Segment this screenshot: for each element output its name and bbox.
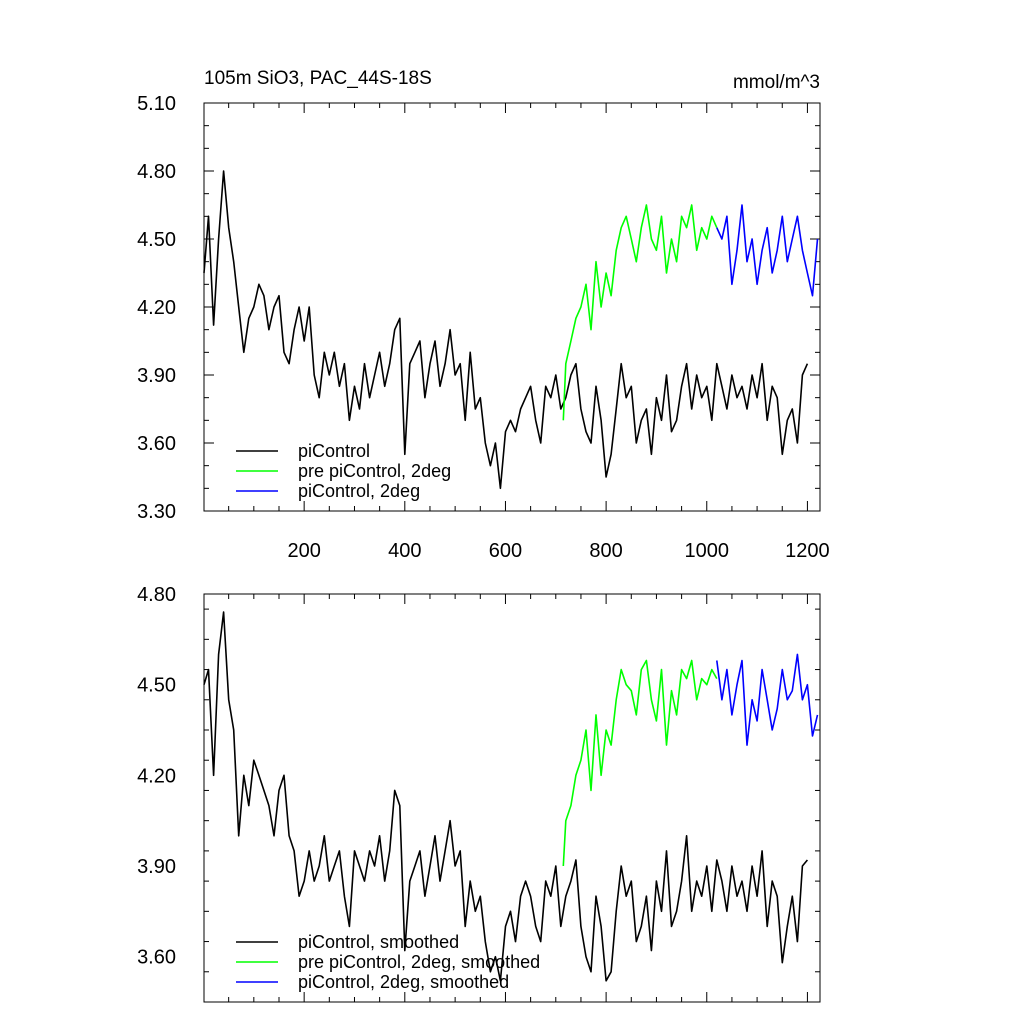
y-tick-label: 3.90: [137, 856, 176, 878]
y-tick-label: 4.20: [137, 297, 176, 319]
legend-label: pre piControl, 2deg: [298, 461, 451, 481]
chart-title: 105m SiO3, PAC_44S-18S: [204, 68, 432, 89]
y-tick-label: 3.30: [137, 501, 176, 523]
units-label: mmol/m^3: [733, 72, 820, 93]
legend-label: piControl: [298, 441, 370, 461]
legend-label: piControl, 2deg, smoothed: [298, 972, 509, 992]
plot-frame: [203, 593, 821, 1003]
plot-frame: [203, 102, 821, 512]
y-tick-label: 4.50: [137, 229, 176, 251]
y-tick-label: 3.60: [137, 433, 176, 455]
y-tick-label: 4.20: [137, 765, 176, 787]
series-line: [203, 170, 809, 490]
legend-label: piControl, 2deg: [298, 481, 420, 501]
series-line: [716, 204, 819, 297]
y-tick-label: 3.90: [137, 365, 176, 387]
series-line: [716, 653, 819, 746]
y-tick-label: 4.80: [137, 161, 176, 183]
x-tick-label: 1000: [685, 540, 730, 562]
series-line: [203, 611, 809, 982]
legend-label: piControl, smoothed: [298, 932, 459, 952]
x-tick-label: 400: [388, 540, 421, 562]
y-tick-label: 5.10: [137, 93, 176, 115]
series-line: [562, 659, 718, 867]
y-tick-label: 3.60: [137, 947, 176, 969]
y-tick-label: 4.80: [137, 584, 176, 606]
x-tick-label: 200: [287, 540, 320, 562]
x-tick-label: 1200: [785, 540, 830, 562]
series-line: [562, 204, 718, 421]
x-tick-label: 800: [589, 540, 622, 562]
legend-label: pre piControl, 2deg, smoothed: [298, 952, 540, 972]
x-tick-label: 600: [489, 540, 522, 562]
y-tick-label: 4.50: [137, 675, 176, 697]
top-panel: 200 400 600 800 1000 1200 3.30 3.60 3.90 4.20 4.50…: [137, 93, 830, 562]
